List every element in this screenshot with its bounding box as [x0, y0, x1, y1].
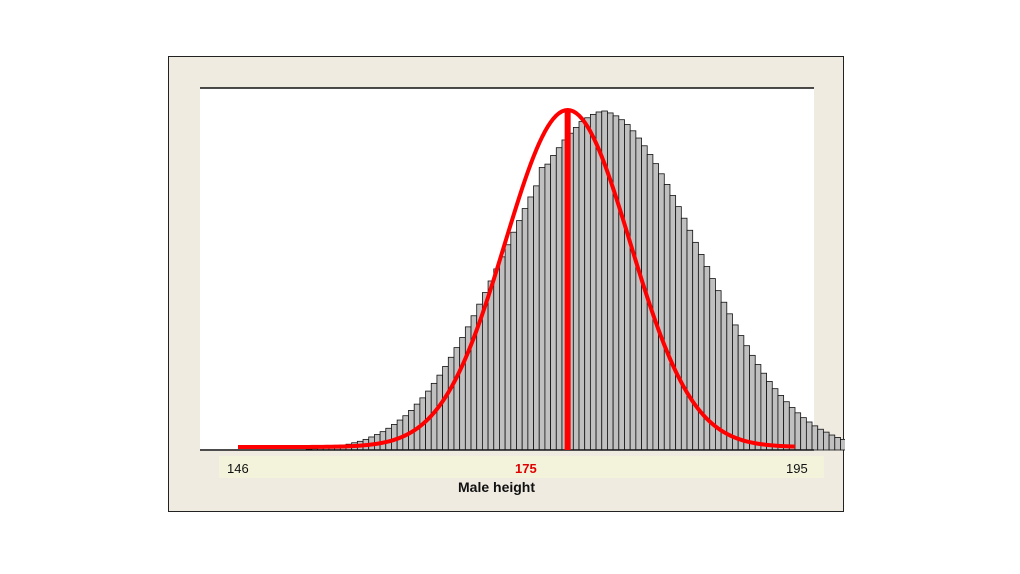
histogram-bar — [521, 208, 529, 451]
histogram-bar — [663, 184, 671, 451]
histogram-bar — [811, 425, 819, 451]
histogram-bar — [743, 345, 750, 451]
histogram-bar — [794, 412, 802, 451]
histogram-bar — [578, 121, 586, 451]
histogram-bar — [533, 185, 540, 451]
histogram-bar — [675, 206, 682, 451]
histogram-bar — [459, 337, 466, 451]
histogram-bar — [584, 117, 591, 451]
histogram-bar — [595, 111, 603, 451]
histogram-bar — [749, 354, 756, 451]
histogram-bar — [834, 437, 841, 451]
histogram-bar — [510, 231, 517, 451]
histogram-bar — [771, 388, 779, 451]
histogram-bar — [555, 147, 563, 451]
histogram-bar — [726, 313, 733, 451]
histogram-bar — [692, 241, 699, 451]
histogram-bar — [840, 438, 845, 451]
histogram-bar — [516, 220, 523, 451]
histogram-bar — [686, 229, 694, 451]
histogram-bar — [538, 167, 546, 451]
histogram-bar — [805, 421, 813, 451]
histogram-bar — [572, 127, 580, 451]
histogram-bar — [788, 407, 796, 451]
histogram-bar — [624, 124, 631, 451]
x-axis-strip — [219, 456, 824, 478]
histogram-bar — [800, 417, 807, 451]
normal-curve — [238, 108, 796, 449]
x-tick-min: 146 — [227, 461, 249, 476]
histogram-bar — [487, 280, 495, 451]
histogram-bar — [436, 374, 444, 451]
histogram-bar — [652, 163, 659, 451]
histogram-bar — [550, 155, 557, 451]
histogram-bar — [817, 428, 824, 451]
histogram-bar — [527, 196, 534, 451]
histogram-bar — [737, 335, 745, 451]
histogram-bar — [612, 115, 620, 451]
histogram-bar — [669, 195, 677, 451]
histogram-bar — [499, 256, 506, 451]
histogram-bar — [680, 217, 688, 451]
histogram-bar — [635, 137, 642, 451]
histogram-bar — [720, 301, 728, 451]
histogram-bars — [305, 110, 845, 451]
histogram-bar — [453, 347, 461, 451]
histogram-bar — [504, 244, 512, 451]
histogram-bar — [766, 381, 773, 451]
histogram-bar — [783, 401, 790, 451]
histogram-bar — [544, 163, 552, 451]
histogram-chart — [200, 87, 845, 451]
x-tick-max: 195 — [786, 461, 808, 476]
histogram-bar — [607, 112, 614, 451]
histogram-bar — [658, 173, 665, 451]
histogram-bar — [493, 268, 500, 451]
chart-frame: 146 175 195 Male height — [168, 56, 845, 512]
histogram-bar — [447, 356, 455, 451]
histogram-bar — [629, 130, 637, 451]
histogram-bar — [732, 324, 739, 451]
histogram-bar — [442, 366, 449, 451]
x-axis-label: Male height — [458, 479, 536, 495]
histogram-bar — [697, 254, 705, 451]
histogram-bar — [823, 431, 830, 451]
histogram-bar — [589, 113, 597, 451]
histogram-bar — [760, 372, 767, 451]
histogram-bar — [777, 395, 785, 451]
histogram-bar — [828, 434, 836, 451]
histogram-bar — [618, 119, 625, 451]
x-tick-mean: 175 — [515, 461, 537, 476]
histogram-bar — [754, 364, 762, 451]
